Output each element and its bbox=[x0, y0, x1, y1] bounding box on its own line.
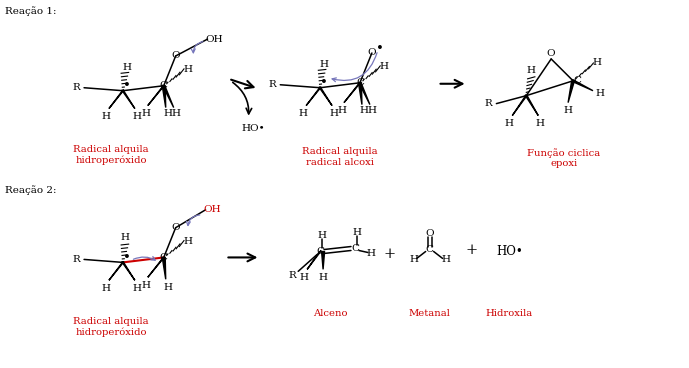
Text: H: H bbox=[595, 89, 604, 98]
Text: H: H bbox=[163, 109, 172, 118]
Text: H: H bbox=[123, 63, 132, 72]
Polygon shape bbox=[319, 87, 332, 106]
Polygon shape bbox=[358, 82, 370, 105]
Text: H: H bbox=[593, 59, 601, 67]
Text: H: H bbox=[300, 273, 309, 282]
Polygon shape bbox=[525, 95, 538, 116]
Text: C: C bbox=[316, 247, 324, 256]
Polygon shape bbox=[307, 251, 321, 269]
Text: Reação 1:: Reação 1: bbox=[6, 6, 57, 16]
Text: +: + bbox=[466, 243, 477, 256]
Text: H: H bbox=[298, 109, 308, 118]
Text: H: H bbox=[564, 106, 573, 115]
Text: C: C bbox=[573, 76, 581, 85]
Text: H: H bbox=[409, 255, 418, 264]
Text: C: C bbox=[160, 253, 167, 262]
Text: H: H bbox=[183, 237, 192, 246]
Text: H: H bbox=[171, 109, 181, 118]
Text: H: H bbox=[367, 106, 376, 115]
Polygon shape bbox=[358, 83, 362, 105]
Text: •: • bbox=[376, 42, 384, 54]
Text: O: O bbox=[425, 229, 434, 238]
Text: H: H bbox=[505, 119, 514, 128]
Polygon shape bbox=[306, 87, 321, 106]
Text: H: H bbox=[527, 66, 536, 75]
Text: R: R bbox=[484, 99, 493, 108]
Text: H: H bbox=[536, 119, 545, 128]
Text: H: H bbox=[101, 284, 110, 293]
Polygon shape bbox=[148, 256, 165, 277]
Text: H: H bbox=[132, 112, 141, 121]
Text: H: H bbox=[121, 233, 130, 242]
Polygon shape bbox=[162, 86, 166, 107]
Text: •: • bbox=[123, 251, 131, 264]
Text: +: + bbox=[384, 247, 396, 262]
Text: H: H bbox=[360, 106, 369, 115]
Text: H: H bbox=[141, 109, 150, 118]
Polygon shape bbox=[344, 82, 361, 103]
Text: R: R bbox=[288, 271, 296, 280]
Text: OH: OH bbox=[204, 205, 221, 214]
Polygon shape bbox=[109, 90, 124, 109]
Text: R: R bbox=[269, 80, 276, 89]
Text: H: H bbox=[329, 109, 338, 118]
Polygon shape bbox=[122, 262, 135, 280]
Text: Alceno: Alceno bbox=[313, 309, 347, 318]
Polygon shape bbox=[109, 262, 124, 280]
Text: H: H bbox=[367, 249, 376, 258]
Polygon shape bbox=[322, 251, 325, 269]
Text: H: H bbox=[353, 228, 362, 237]
Polygon shape bbox=[122, 90, 135, 109]
Text: Metanal: Metanal bbox=[409, 309, 451, 318]
Text: R: R bbox=[72, 255, 80, 264]
Text: H: H bbox=[338, 106, 347, 115]
Text: OH: OH bbox=[206, 35, 223, 43]
Text: Radical alquila
hidroperóxido: Radical alquila hidroperóxido bbox=[73, 145, 149, 165]
Text: •: • bbox=[123, 79, 131, 92]
Text: C: C bbox=[426, 245, 433, 254]
Polygon shape bbox=[568, 81, 575, 103]
Text: Reação 2:: Reação 2: bbox=[6, 185, 57, 195]
Text: Hidroxila: Hidroxila bbox=[486, 309, 533, 318]
Text: Radical alquila
radical alcoxi: Radical alquila radical alcoxi bbox=[302, 147, 378, 167]
Polygon shape bbox=[162, 257, 166, 279]
Text: O: O bbox=[172, 52, 180, 60]
Text: H: H bbox=[183, 66, 192, 74]
Text: H: H bbox=[132, 284, 141, 293]
Text: O: O bbox=[367, 49, 376, 57]
Text: HO•: HO• bbox=[242, 124, 265, 133]
Text: C: C bbox=[351, 244, 359, 253]
Text: H: H bbox=[320, 60, 329, 70]
Polygon shape bbox=[573, 79, 593, 91]
Text: •: • bbox=[320, 76, 328, 89]
Polygon shape bbox=[513, 95, 528, 116]
Polygon shape bbox=[163, 85, 174, 107]
Text: O: O bbox=[172, 223, 180, 232]
Text: O: O bbox=[547, 49, 555, 59]
Text: H: H bbox=[441, 255, 450, 264]
Text: H: H bbox=[141, 281, 150, 290]
Text: HO•: HO• bbox=[496, 245, 523, 258]
Text: H: H bbox=[318, 273, 327, 282]
Text: R: R bbox=[72, 83, 80, 92]
Text: H: H bbox=[163, 283, 172, 292]
Text: C: C bbox=[160, 81, 167, 90]
Text: H: H bbox=[318, 231, 327, 240]
Text: C: C bbox=[356, 78, 364, 87]
Polygon shape bbox=[148, 85, 165, 106]
Text: Radical alquila
hidroperóxido: Radical alquila hidroperóxido bbox=[73, 317, 149, 337]
Text: H: H bbox=[101, 112, 110, 121]
Text: Função ciclica
epoxi: Função ciclica epoxi bbox=[528, 148, 601, 169]
Text: H: H bbox=[380, 63, 389, 71]
